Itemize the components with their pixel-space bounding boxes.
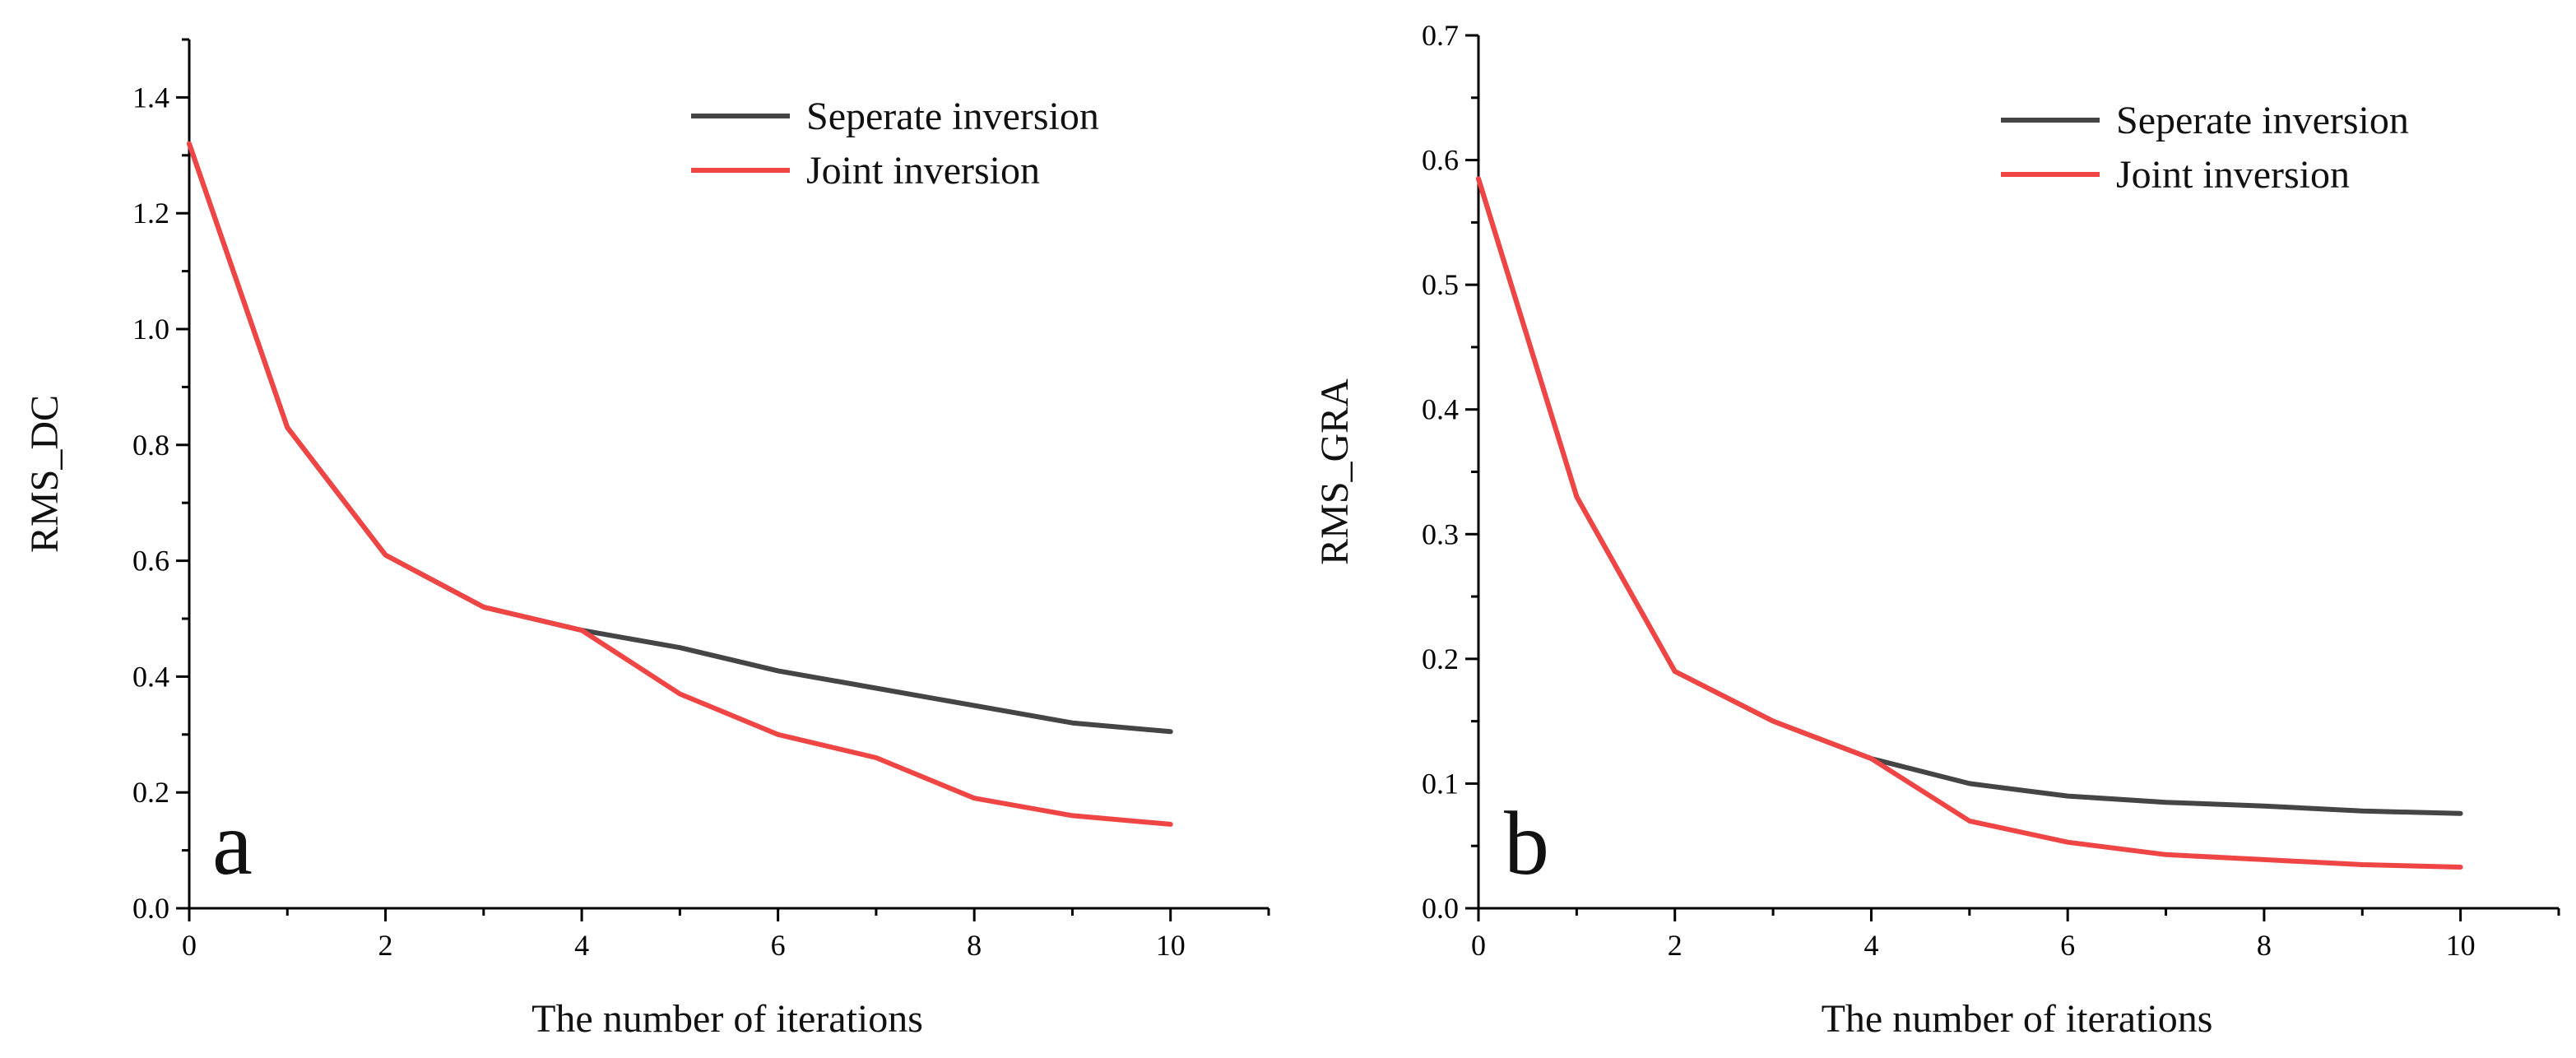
- x-tick-label: 4: [574, 929, 589, 962]
- y-tick-label: 0.0: [1422, 892, 1459, 925]
- y-tick-label: 0.0: [132, 892, 169, 925]
- x-tick-label: 2: [1668, 929, 1683, 962]
- y-tick-label: 1.4: [132, 81, 169, 114]
- y-tick-label: 0.8: [132, 429, 169, 462]
- legend-label: Joint inversion: [806, 149, 1040, 193]
- y-tick-label: 0.3: [1422, 517, 1459, 550]
- chart-panel-b: 0 2 4 6 8 10 0.0 0.1 0.2 0.3 0.4 0.5 0.6 0.7 The numbe…: [1313, 19, 2560, 1041]
- y-tick-label: 0.2: [132, 776, 169, 809]
- y-tick-label: 1.2: [132, 197, 169, 230]
- legend-label: Seperate inversion: [2116, 99, 2409, 142]
- y-tick-label: 0.7: [1422, 19, 1459, 52]
- chart-panel-a: 0 2 4 6 8 10 0.0 0.2 0.4 0.6 0.8 1.0 1.2 1.4 The numbe…: [23, 38, 1270, 1041]
- y-tick-label: 0.6: [132, 545, 169, 578]
- x-tick-label: 0: [182, 929, 197, 962]
- series-line-seperate-inversion: [1476, 176, 2463, 816]
- y-tick-label: 1.0: [132, 313, 169, 346]
- legend-label: Joint inversion: [2116, 153, 2350, 197]
- x-axis-title: The number of iterations: [1822, 997, 2213, 1041]
- series-line-joint-inversion: [1476, 176, 2463, 870]
- x-tick-label: 4: [1864, 929, 1878, 962]
- y-tick-label: 0.4: [1422, 393, 1459, 426]
- panel-label: a: [212, 793, 253, 893]
- legend-label: Seperate inversion: [806, 95, 1099, 138]
- y-axis-title: RMS_DC: [23, 395, 67, 553]
- x-axis-title: The number of iterations: [531, 997, 923, 1041]
- y-tick-label: 0.5: [1422, 268, 1459, 301]
- x-tick-label: 2: [378, 929, 393, 962]
- x-tick-label: 8: [2257, 929, 2272, 962]
- x-tick-label: 6: [771, 929, 786, 962]
- y-axis-title: RMS_GRA: [1313, 378, 1357, 565]
- x-tick-label: 6: [2060, 929, 2075, 962]
- x-tick-label: 0: [1471, 929, 1486, 962]
- x-tick-label: 10: [2446, 929, 2476, 962]
- panel-label: b: [1504, 793, 1549, 893]
- x-tick-label: 10: [1156, 929, 1186, 962]
- y-tick-label: 0.1: [1422, 767, 1459, 800]
- y-tick-label: 0.6: [1422, 144, 1459, 177]
- series-line-joint-inversion: [187, 141, 1173, 827]
- x-tick-label: 8: [967, 929, 982, 962]
- y-tick-label: 0.2: [1422, 643, 1459, 675]
- series-line-seperate-inversion: [187, 141, 1173, 735]
- y-tick-label: 0.4: [132, 660, 169, 693]
